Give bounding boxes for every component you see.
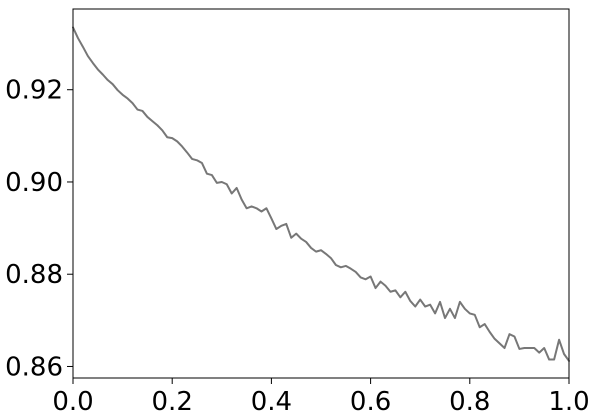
axes-frame <box>72 8 570 379</box>
y-tick-label: 0.90 <box>5 168 63 198</box>
x-tick-label: 0.2 <box>152 387 193 415</box>
y-tick-label: 0.88 <box>5 260 63 290</box>
x-tick-label: 0.6 <box>350 387 391 415</box>
series-line-0 <box>72 26 570 362</box>
y-tick-label: 0.86 <box>5 352 63 382</box>
y-tick-label: 0.92 <box>5 76 63 106</box>
plot-area <box>72 26 570 362</box>
x-tick-label: 0.8 <box>449 387 490 415</box>
x-tick-label: 0.0 <box>52 387 93 415</box>
x-tick-label: 1.0 <box>548 387 589 415</box>
x-tick-label: 0.4 <box>251 387 292 415</box>
axes: 0.0 0.2 0.4 0.6 0.8 1.0 0.86 0.88 0.90 0.92 <box>5 8 590 415</box>
